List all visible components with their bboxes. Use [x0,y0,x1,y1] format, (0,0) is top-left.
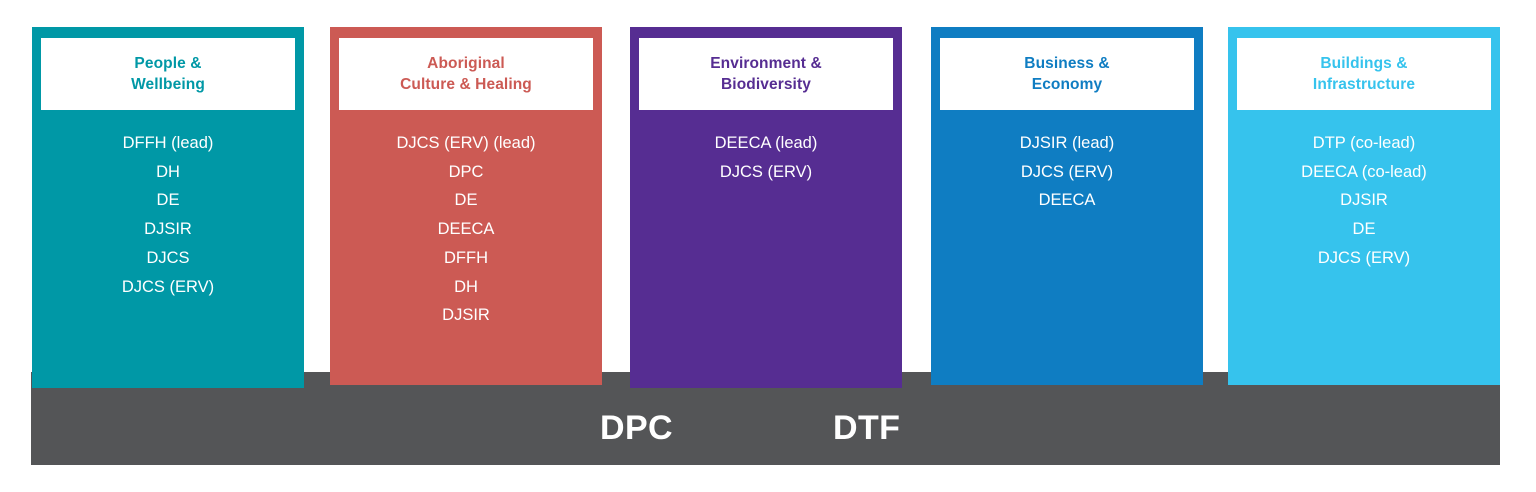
agency-item: DFFH [444,248,488,267]
agency-item: DJSIR [1340,191,1388,210]
pillar-title-aboriginal-culture-healing: Aboriginal Culture & Healing [400,53,532,95]
agency-item: DPC [448,162,484,181]
agency-list-aboriginal-culture-healing: DJCS (ERV) (lead) DPC DE DEECA DFFH DH D… [339,110,593,330]
pillar-environment-biodiversity[interactable]: Environment & Biodiversity DEECA (lead) … [630,27,902,388]
agency-item: DJSIR (lead) [1019,134,1115,152]
pillar-header-business-economy: Business & Economy [940,38,1194,110]
pillar-title-business-economy: Business & Economy [1024,53,1109,95]
pillar-header-buildings-infrastructure: Buildings & Infrastructure [1237,38,1491,110]
agency-list-people-wellbeing: DFFH (lead) DH DE DJSIR DJCS DJCS (ERV) [41,110,295,301]
agency-list-business-economy: DJSIR (lead) DJCS (ERV) DEECA [940,110,1194,215]
pillar-title-line: People & [134,55,202,72]
pillar-title-line: Infrastructure [1312,76,1416,93]
foundation-label-dtf: DTF [833,409,901,447]
agency-item: DJCS (ERV) [719,162,813,181]
agency-item: DEECA (lead) [714,134,818,152]
pillar-title-line: Wellbeing [131,76,205,93]
agency-item: DJCS (ERV) [1020,162,1114,181]
pillar-title-line: Culture & Healing [400,76,532,93]
agency-item: DJSIR [144,220,192,239]
agency-item: DJSIR [442,306,490,325]
agency-item: DE [1352,220,1376,239]
pillar-header-environment-biodiversity: Environment & Biodiversity [639,38,893,110]
pillar-business-economy[interactable]: Business & Economy DJSIR (lead) DJCS (ER… [931,27,1203,385]
agency-item: DE [156,191,180,210]
pillar-aboriginal-culture-healing[interactable]: Aboriginal Culture & Healing DJCS (ERV) … [330,27,602,385]
agency-item: DJCS [146,248,190,267]
pillar-title-line: Buildings & [1320,55,1408,72]
agency-item: DEECA [437,220,495,239]
pillar-title-people-wellbeing: People & Wellbeing [131,53,205,95]
agency-item: DEECA (co-lead) [1301,162,1427,181]
agency-item: DFFH (lead) [122,134,214,152]
agency-item: DH [156,162,180,181]
agency-item: DJCS (ERV) [1317,248,1411,267]
pillar-header-people-wellbeing: People & Wellbeing [41,38,295,110]
pillar-title-buildings-infrastructure: Buildings & Infrastructure [1313,53,1415,95]
agency-item: DJCS (ERV) (lead) [396,134,536,152]
pillar-title-line: Aboriginal [427,55,505,72]
agency-list-buildings-infrastructure: DTP (co-lead) DEECA (co-lead) DJSIR DE D… [1237,110,1491,273]
pillar-title-line: Business & [1024,55,1110,72]
pillar-title-line: Biodiversity [721,76,811,93]
agency-item: DE [454,191,478,210]
pillar-header-aboriginal-culture-healing: Aboriginal Culture & Healing [339,38,593,110]
agency-item: DJCS (ERV) [121,277,215,296]
pillar-title-line: Economy [1031,76,1103,93]
agency-item: DH [454,277,478,296]
foundation-label-dpc: DPC [600,409,673,447]
agency-item: DTP (co-lead) [1312,134,1416,152]
pillar-title-line: Environment & [710,55,822,72]
agency-item: DEECA [1038,191,1096,210]
pillar-people-wellbeing[interactable]: People & Wellbeing DFFH (lead) DH DE DJS… [32,27,304,388]
pillar-buildings-infrastructure[interactable]: Buildings & Infrastructure DTP (co-lead)… [1228,27,1500,385]
agency-list-environment-biodiversity: DEECA (lead) DJCS (ERV) [639,110,893,186]
pillar-title-environment-biodiversity: Environment & Biodiversity [710,53,822,95]
